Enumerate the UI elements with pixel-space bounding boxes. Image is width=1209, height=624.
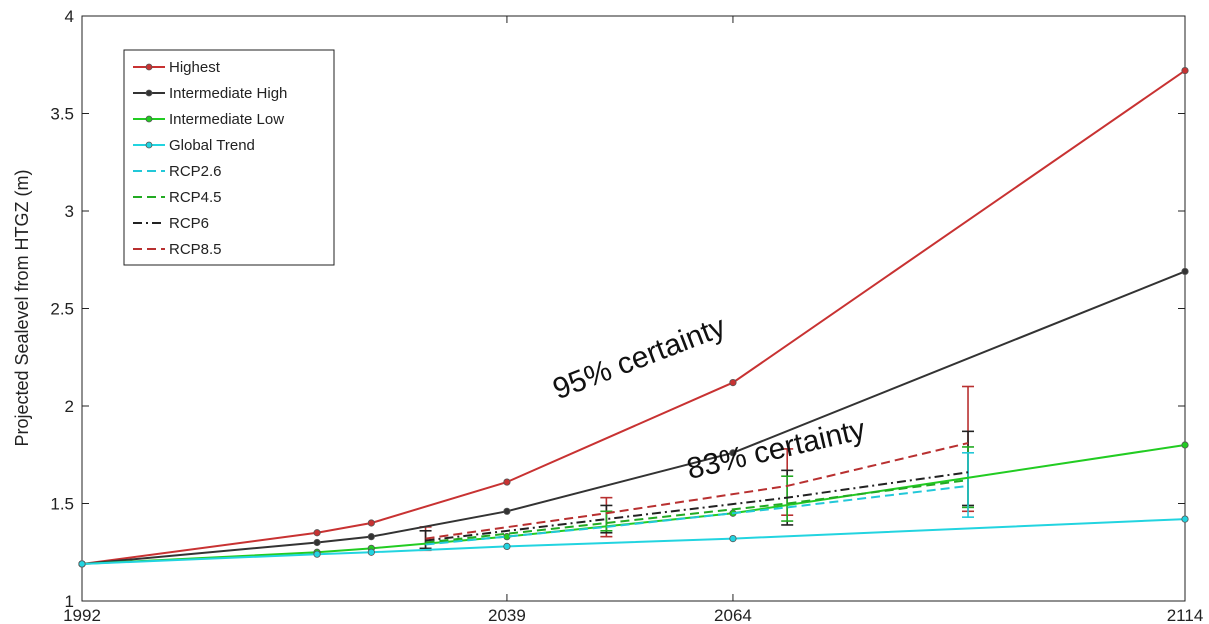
legend-label: Intermediate Low bbox=[169, 111, 284, 128]
y-tick-label: 3.5 bbox=[50, 105, 74, 124]
legend: Highest Intermediate High Intermediate Low… bbox=[123, 49, 335, 266]
series-line-intermediate-high bbox=[81, 270, 1186, 565]
series-lines bbox=[78, 67, 1189, 568]
series-line-rcp6 bbox=[425, 471, 969, 542]
legend-label: RCP8.5 bbox=[169, 241, 222, 258]
series-line-rcp2-6 bbox=[425, 484, 969, 546]
legend-marker bbox=[145, 63, 153, 71]
data-point-intermediate-low bbox=[1181, 441, 1189, 449]
y-tick-label: 2 bbox=[65, 397, 74, 416]
data-point-highest bbox=[367, 519, 375, 527]
legend-marker bbox=[145, 115, 153, 123]
data-point-intermediate-high bbox=[503, 507, 511, 515]
y-tick-label: 4 bbox=[65, 7, 74, 26]
legend-marker bbox=[145, 89, 153, 97]
data-point-intermediate-high bbox=[313, 538, 321, 547]
data-point-highest bbox=[1181, 67, 1189, 75]
data-point-global-trend bbox=[503, 542, 511, 551]
data-point-global-trend bbox=[729, 534, 737, 543]
legend-box bbox=[123, 49, 335, 266]
legend-label: RCP4.5 bbox=[169, 189, 222, 206]
x-tick-label: 2114 bbox=[1167, 606, 1204, 624]
legend-label: Intermediate High bbox=[169, 85, 287, 102]
x-tick-label: 2064 bbox=[714, 606, 752, 624]
series-line-rcp4-5 bbox=[425, 479, 969, 544]
series-line-global-trend bbox=[81, 518, 1186, 565]
data-point-global-trend bbox=[367, 548, 375, 556]
x-tick-label: 1992 bbox=[63, 606, 101, 624]
axis-ticks: 1992 2039 2064 2114 1 1.5 2 2.5 3 3.5 4 bbox=[50, 7, 1203, 624]
data-point-intermediate-low bbox=[503, 533, 511, 541]
legend-label: RCP6 bbox=[169, 215, 209, 232]
legend-marker bbox=[145, 141, 153, 149]
legend-label: Highest bbox=[169, 59, 221, 76]
data-point-intermediate-high bbox=[367, 533, 375, 541]
legend-label: RCP2.6 bbox=[169, 163, 222, 180]
data-point-global-trend bbox=[1181, 515, 1189, 523]
series-line-intermediate-low bbox=[81, 444, 1186, 565]
y-axis-label: Projected Sealevel from HTGZ (m) bbox=[12, 169, 32, 446]
data-point-highest bbox=[503, 478, 511, 486]
data-point-highest bbox=[313, 529, 321, 537]
y-tick-label: 2.5 bbox=[50, 300, 74, 319]
legend-label: Global Trend bbox=[169, 137, 255, 154]
y-tick-label: 1.5 bbox=[50, 495, 74, 514]
y-tick-label: 3 bbox=[65, 202, 74, 221]
data-point-intermediate-high bbox=[1181, 267, 1189, 276]
data-point-global-trend bbox=[313, 550, 321, 558]
data-point-highest bbox=[729, 378, 737, 387]
x-tick-label: 2039 bbox=[488, 606, 526, 624]
data-point-global-trend bbox=[78, 560, 86, 568]
y-tick-label: 1 bbox=[65, 592, 74, 611]
data-point-intermediate-high bbox=[729, 449, 737, 457]
series-line-highest bbox=[81, 69, 1186, 565]
series-line-rcp8-5 bbox=[425, 442, 969, 540]
